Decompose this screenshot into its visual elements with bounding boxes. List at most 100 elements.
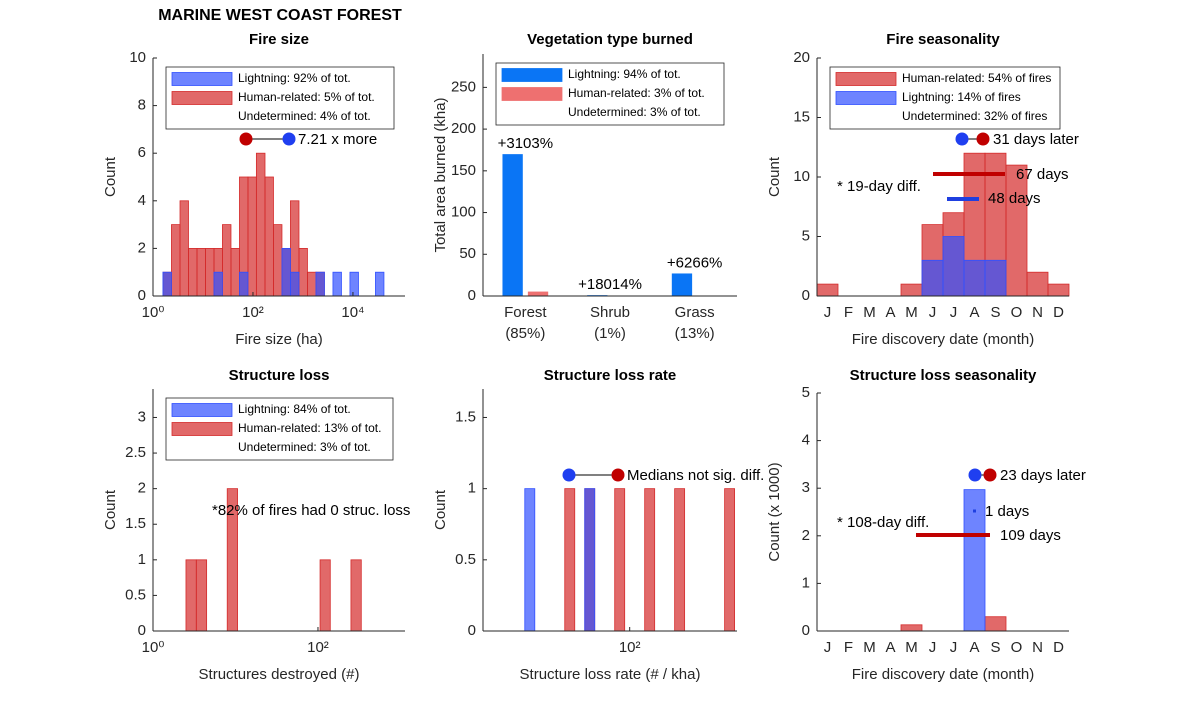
legend-label: Lightning: 92% of tot. [238,71,351,85]
x-tick-label: 10² [307,639,329,656]
annotation: * 108-day diff. [837,514,929,531]
x-axis-label: Fire discovery date (month) [852,331,1035,348]
legend-label: Lightning: 84% of tot. [238,402,351,416]
histogram-bar [188,247,198,297]
median-marker [239,132,253,146]
legend-label: Human-related: 54% of fires [902,71,1051,85]
histogram-bar [315,271,325,297]
y-tick-label: 150 [451,162,476,179]
histogram-bar [724,488,736,632]
histogram-bar [350,559,362,632]
y-tick-label: 1 [138,551,146,568]
legend-swatch [835,91,897,105]
y-tick-label: 5 [802,384,810,401]
y-tick-label: 10 [793,168,810,185]
x-tick-label: Shrub [590,304,630,321]
x-tick-label: F [844,639,853,656]
x-tick-label: J [929,639,937,656]
y-tick-label: 1 [468,480,476,497]
panel-title: Structure loss rate [544,367,677,384]
histogram-bar [584,488,596,632]
x-tick-label: J [824,639,832,656]
bar [816,283,839,297]
histogram-bar [273,224,283,297]
legend-swatch [171,403,233,417]
y-tick-label: 20 [793,49,810,66]
y-tick-label: 2.5 [125,444,146,461]
y-tick-label: 0.5 [455,551,476,568]
histogram-bar [290,271,300,297]
x-tick-label: Forest [504,304,547,321]
bar [900,283,923,297]
y-tick-label: 0 [138,622,146,639]
median-marker [562,468,576,482]
legend-label: Human-related: 3% of tot. [568,86,705,100]
y-axis-label: Total area burned (kha) [432,97,449,252]
y-tick-label: 10 [129,49,146,66]
y-axis-label: Count [766,156,783,197]
histogram-bar [614,488,626,632]
y-tick-label: 0 [468,622,476,639]
histogram-bar [185,559,197,632]
x-tick-label: 10⁰ [142,639,165,656]
panel-title: Fire size [249,31,309,48]
histogram-bar [230,247,240,297]
bar [1026,271,1049,297]
y-tick-label: 3 [138,408,146,425]
y-tick-label: 0 [802,622,810,639]
x-axis-label: Structures destroyed (#) [199,666,360,683]
histogram-bar [332,271,342,297]
x-tick-label: D [1053,304,1064,321]
y-tick-label: 8 [138,97,146,114]
difference-label: +18014% [578,276,642,293]
median-marker [976,132,990,146]
y-tick-label: 6 [138,144,146,161]
x-tick-label: A [969,639,979,656]
x-tick-label: Grass [675,304,715,321]
median-marker [983,468,997,482]
legend-note: Undetermined: 3% of tot. [238,440,371,454]
bar [942,236,965,297]
y-axis-label: Count [102,489,119,530]
legend-swatch [501,68,563,82]
y-axis-label: Count (x 1000) [766,462,783,561]
x-tick-label: N [1032,304,1043,321]
y-tick-label: 1 [802,574,810,591]
median-marker [611,468,625,482]
histogram-bar [247,176,257,297]
x-tick-label: O [1011,639,1023,656]
annotation: *82% of fires had 0 struc. loss [212,502,410,519]
histogram-bar [196,247,206,297]
y-tick-label: 1.5 [125,515,146,532]
bar [900,624,923,632]
histogram-bar [213,271,223,297]
histogram-bar [307,271,317,297]
legend-note: Undetermined: 3% of tot. [568,105,701,119]
bar [527,291,549,296]
histogram-bar [171,224,181,297]
histogram-bar [349,271,359,297]
y-tick-label: 0 [138,287,146,304]
histogram-bar [239,271,249,297]
x-tick-label: M [905,304,918,321]
x-tick-label: 10² [619,639,641,656]
x-tick-label: A [885,639,895,656]
histogram-bar [264,176,274,297]
x-axis-label: Fire size (ha) [235,331,323,348]
annotation: 1 days [985,503,1029,520]
legend-swatch [835,72,897,86]
histogram-bar [179,200,189,297]
legend-swatch [171,91,233,105]
annotation: 109 days [1000,527,1061,544]
x-tick-label: J [950,304,958,321]
histogram-bar [162,271,172,297]
bar [671,273,693,296]
y-tick-label: 5 [802,227,810,244]
x-tick-label: J [929,304,937,321]
bar [963,259,986,297]
histogram-bar [319,559,331,632]
legend-label: Human-related: 5% of tot. [238,90,375,104]
median-marker [282,132,296,146]
y-axis-label: Count [432,489,449,530]
